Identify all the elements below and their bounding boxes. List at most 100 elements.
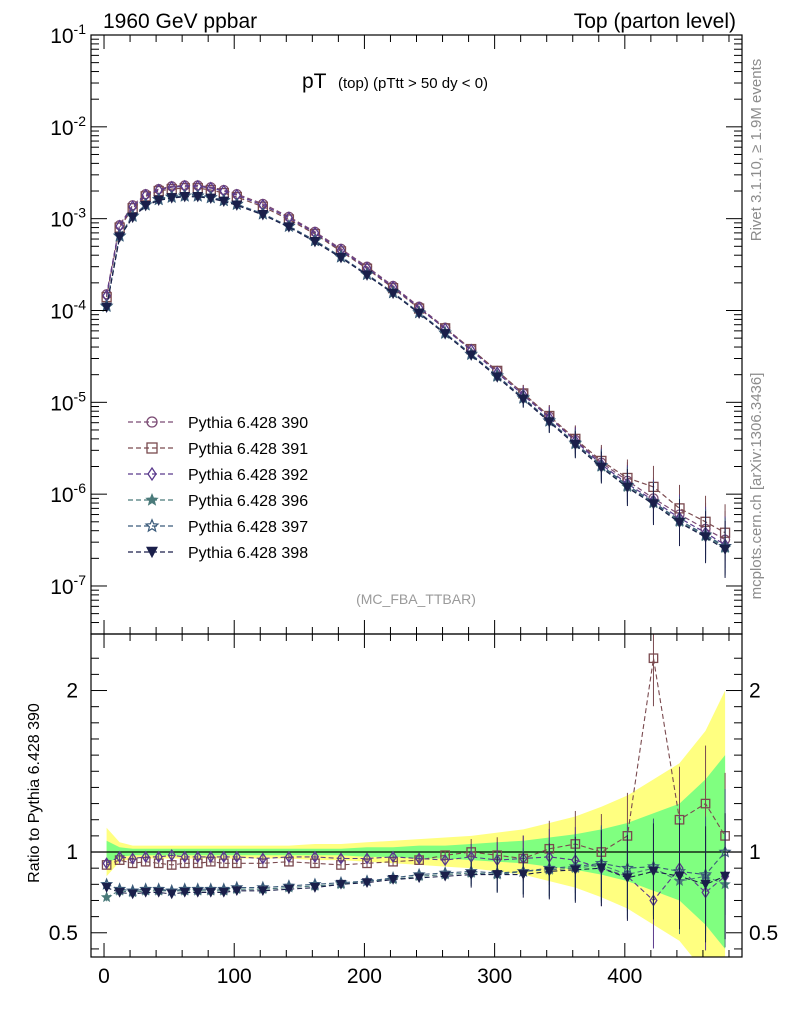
y-tick-label: 10-3 [50, 205, 86, 232]
y-tick-label: 10-2 [50, 113, 86, 140]
ratio-398-point [309, 883, 321, 893]
ratio-392-point [414, 852, 424, 865]
series-398-point [491, 372, 503, 383]
main-ticks [91, 34, 742, 635]
legend-398-marker [146, 546, 158, 559]
series-392-line [106, 185, 726, 546]
ratio-y-axis-label: Ratio to Pythia 6.428 390 [26, 703, 43, 883]
series-398-point [153, 195, 165, 207]
ratio-392-point [128, 852, 137, 865]
series-398-point [127, 212, 139, 224]
ratio-y-tick-label: 2 [66, 680, 78, 703]
ratio-392-point [141, 850, 150, 864]
series-398-point [621, 482, 633, 494]
ratio-marks [100, 634, 732, 951]
legend-397-marker [144, 518, 160, 533]
series-398-point [700, 532, 711, 543]
ratio-398-point [153, 887, 164, 898]
series-398-point [543, 417, 555, 428]
rivet-version-label: Rivet 3.1.10, ≥ 1.9M events [748, 59, 765, 242]
ratio-392-point [284, 850, 294, 864]
legend-392-marker [147, 466, 157, 482]
ratio-398-point [179, 887, 190, 898]
legend-397-label: Pythia 6.428 397 [188, 519, 308, 536]
ratio-398-point [140, 887, 151, 898]
plot-title-main: pT [302, 70, 327, 93]
ratio-392-point [362, 852, 372, 865]
series-398-point [595, 462, 607, 474]
ratio-y-tick-label: 1 [66, 841, 78, 864]
legend-390-marker [146, 416, 158, 428]
main-y-tick-labels: 10-1 10-2 10-3 10-4 10-5 10-6 10-7 [50, 21, 86, 599]
ratio-398-point [101, 883, 112, 893]
series-398-point [517, 394, 529, 405]
ratio-398-point [192, 887, 203, 898]
ratio-392-point [154, 850, 163, 864]
ratio-392-point [232, 850, 241, 864]
mcplots-label: mcplots.cern.ch [arXiv:1306.3436] [748, 373, 765, 600]
ratio-392-point [206, 850, 215, 864]
ratio-392-point [441, 853, 450, 867]
ratio-392-point [180, 850, 189, 864]
legend-392-label: Pythia 6.428 392 [188, 467, 308, 484]
series-398-point [166, 193, 178, 204]
series-398-point [413, 308, 425, 319]
series-398-point [283, 222, 295, 233]
series-398-point [439, 329, 451, 340]
series-398-point [719, 544, 731, 556]
series-398-point [309, 236, 321, 248]
series-398-point [140, 201, 152, 212]
series-398-point [361, 270, 373, 281]
analysis-tag: (MC_FBA_TTBAR) [356, 591, 476, 607]
ratio-398-point [114, 887, 125, 898]
ratio-398-point [700, 879, 711, 890]
series-398-point [205, 193, 217, 205]
ratio-391-point [700, 798, 711, 809]
ratio-398-point [218, 887, 229, 898]
energy-label: 1960 GeV ppbar [103, 10, 257, 33]
ratio-y-tick-label-right: 1 [749, 841, 761, 864]
ratio-398-point [544, 866, 555, 877]
y-tick-label: 10-6 [50, 480, 86, 507]
ratio-398-point [440, 871, 451, 882]
ratio-y-tick-label: 0.5 [49, 922, 78, 945]
series-398-point [465, 350, 477, 361]
ratio-398-point [257, 886, 268, 897]
ratio-398-point [413, 873, 425, 884]
main-marks [99, 179, 732, 578]
ratio-392-point [388, 850, 398, 864]
ratio-392-point [310, 850, 320, 864]
y-tick-label: 10-1 [50, 21, 86, 48]
ratio-398-point [622, 873, 633, 884]
ratio-tick-labels: 0.5 0.5 1 1 2 2 0 100 200 300 400 [49, 680, 778, 988]
x-tick-label: 0 [98, 965, 110, 988]
ratio-398-point [596, 863, 607, 874]
ratio-392-point [102, 857, 111, 870]
main-plot-panel: 10-1 10-2 10-3 10-4 10-5 10-6 10-7 pT (top) (p… [50, 21, 743, 635]
series-398-point [674, 517, 685, 529]
ratio-398-point [205, 887, 216, 898]
series-398-point [648, 499, 659, 510]
plot-title-sub: (top) (pTtt > 50 dy < 0) [338, 75, 488, 92]
y-tick-label: 10-7 [50, 572, 86, 599]
ratio-398-point [283, 884, 295, 895]
ratio-ticks [91, 634, 742, 957]
legend-396-label: Pythia 6.428 396 [188, 493, 308, 510]
y-tick-label: 10-4 [50, 296, 86, 323]
y-tick-label: 10-5 [50, 388, 86, 415]
series-398-point [335, 252, 347, 264]
legend-396-marker [145, 492, 159, 506]
legend-390-label: Pythia 6.428 390 [188, 415, 308, 432]
series-398-point [569, 439, 581, 451]
legend-398-label: Pythia 6.428 398 [188, 545, 308, 562]
ratio-y-tick-label-right: 0.5 [749, 922, 778, 945]
ratio-398-point [570, 865, 581, 876]
ratio-398-point [648, 866, 659, 877]
series-398-point [179, 192, 191, 203]
ratio-398-point [166, 889, 177, 900]
legend: Pythia 6.428 390 Pythia 6.428 391 Pythia 6… [128, 415, 308, 562]
ratio-398-point [127, 889, 138, 900]
ratio-plot-panel: 0.5 0.5 1 1 2 2 0 100 200 300 400 Ratio to Pythia … [26, 633, 778, 988]
ratio-392-point [258, 852, 268, 865]
